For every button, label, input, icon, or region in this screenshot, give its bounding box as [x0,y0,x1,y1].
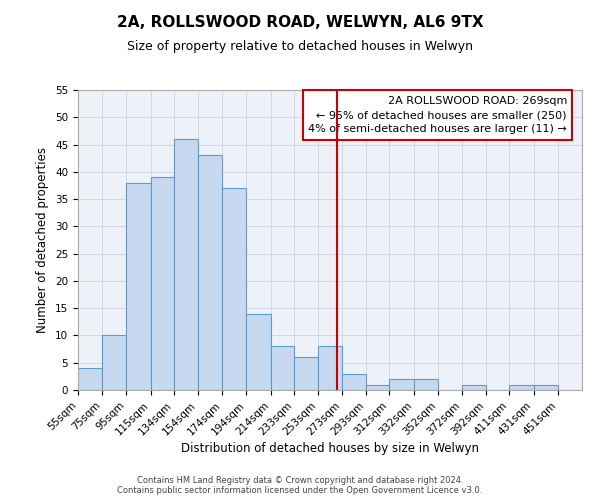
Text: 2A, ROLLSWOOD ROAD, WELWYN, AL6 9TX: 2A, ROLLSWOOD ROAD, WELWYN, AL6 9TX [116,15,484,30]
Bar [293,358,318,390]
Bar [462,384,486,390]
Text: 2A ROLLSWOOD ROAD: 269sqm
← 95% of detached houses are smaller (250)
4% of semi-: 2A ROLLSWOOD ROAD: 269sqm ← 95% of detac… [308,96,567,134]
Bar [102,336,127,390]
Bar [174,139,198,390]
Bar [367,384,389,390]
Bar [247,314,271,390]
Bar [509,384,533,390]
Bar [198,156,222,390]
Bar [127,182,151,390]
Bar [222,188,247,390]
Text: Contains HM Land Registry data © Crown copyright and database right 2024.
Contai: Contains HM Land Registry data © Crown c… [118,476,482,495]
Bar [78,368,102,390]
Bar [342,374,367,390]
Text: Size of property relative to detached houses in Welwyn: Size of property relative to detached ho… [127,40,473,53]
Y-axis label: Number of detached properties: Number of detached properties [37,147,49,333]
Bar [533,384,558,390]
X-axis label: Distribution of detached houses by size in Welwyn: Distribution of detached houses by size … [181,442,479,455]
Bar [413,379,438,390]
Bar [318,346,342,390]
Bar [271,346,293,390]
Bar [151,178,174,390]
Bar [389,379,413,390]
